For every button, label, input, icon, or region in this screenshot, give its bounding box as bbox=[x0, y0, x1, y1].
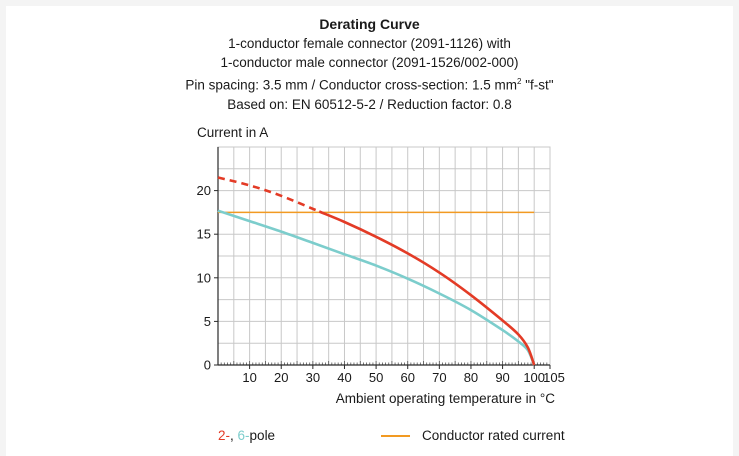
x-axis-label: Ambient operating temperature in °C bbox=[336, 391, 556, 406]
y-tick-label: 0 bbox=[204, 358, 211, 373]
x-tick-label: 90 bbox=[495, 370, 509, 385]
legend-pole-label: 2-, 6-pole bbox=[218, 428, 275, 443]
subtitle-line-3: Pin spacing: 3.5 mm / Conductor cross-se… bbox=[0, 72, 739, 95]
y-axis-label: Current in A bbox=[197, 125, 268, 140]
subtitle-line-3-suffix: "f-st" bbox=[521, 77, 554, 93]
chart-title: Derating Curve bbox=[319, 16, 420, 32]
chart-grid bbox=[217, 146, 551, 366]
legend-part-3: pole bbox=[250, 428, 276, 443]
chart-titles: Derating Curve 1-conductor female connec… bbox=[0, 14, 739, 114]
x-tick-label: 40 bbox=[337, 370, 351, 385]
subtitle-line-4: Based on: EN 60512-5-2 / Reduction facto… bbox=[227, 96, 512, 112]
x-tick-label: 100 bbox=[523, 370, 545, 385]
series-2-pole-curve-dashed bbox=[217, 176, 320, 213]
series-6-pole-curve bbox=[217, 209, 536, 366]
subtitle-line-3-superscript: 2 bbox=[517, 77, 522, 86]
x-tick-label: 70 bbox=[432, 370, 446, 385]
subtitle-line-1: 1-conductor female connector (2091-1126)… bbox=[228, 36, 511, 51]
y-tick-label: 20 bbox=[197, 183, 211, 198]
series-2-pole-curve bbox=[318, 210, 536, 366]
x-tick-label: 50 bbox=[369, 370, 383, 385]
legend-rated-current-label: Conductor rated current bbox=[422, 428, 565, 443]
subtitle-line-2: 1-conductor male connector (2091-1526/00… bbox=[220, 55, 519, 70]
x-tick-label: 20 bbox=[274, 370, 288, 385]
legend-part-0: 2- bbox=[218, 428, 230, 443]
x-tick-label: 80 bbox=[464, 370, 478, 385]
subtitle-line-3-text: Pin spacing: 3.5 mm / Conductor cross-se… bbox=[185, 77, 518, 93]
legend-part-1: , bbox=[230, 428, 238, 443]
y-tick-label: 5 bbox=[204, 314, 211, 329]
y-tick-label: 10 bbox=[197, 270, 211, 285]
x-tick-label: 30 bbox=[306, 370, 320, 385]
x-tick-label: 105 bbox=[543, 370, 565, 385]
chart-legend: 2-, 6-pole Conductor rated current bbox=[218, 428, 565, 443]
x-tick-label: 60 bbox=[400, 370, 414, 385]
chart-series bbox=[217, 176, 536, 366]
y-tick-label: 15 bbox=[197, 227, 211, 242]
legend-part-2: 6- bbox=[238, 428, 250, 443]
chart-axes bbox=[214, 147, 551, 369]
x-tick-label: 10 bbox=[242, 370, 256, 385]
